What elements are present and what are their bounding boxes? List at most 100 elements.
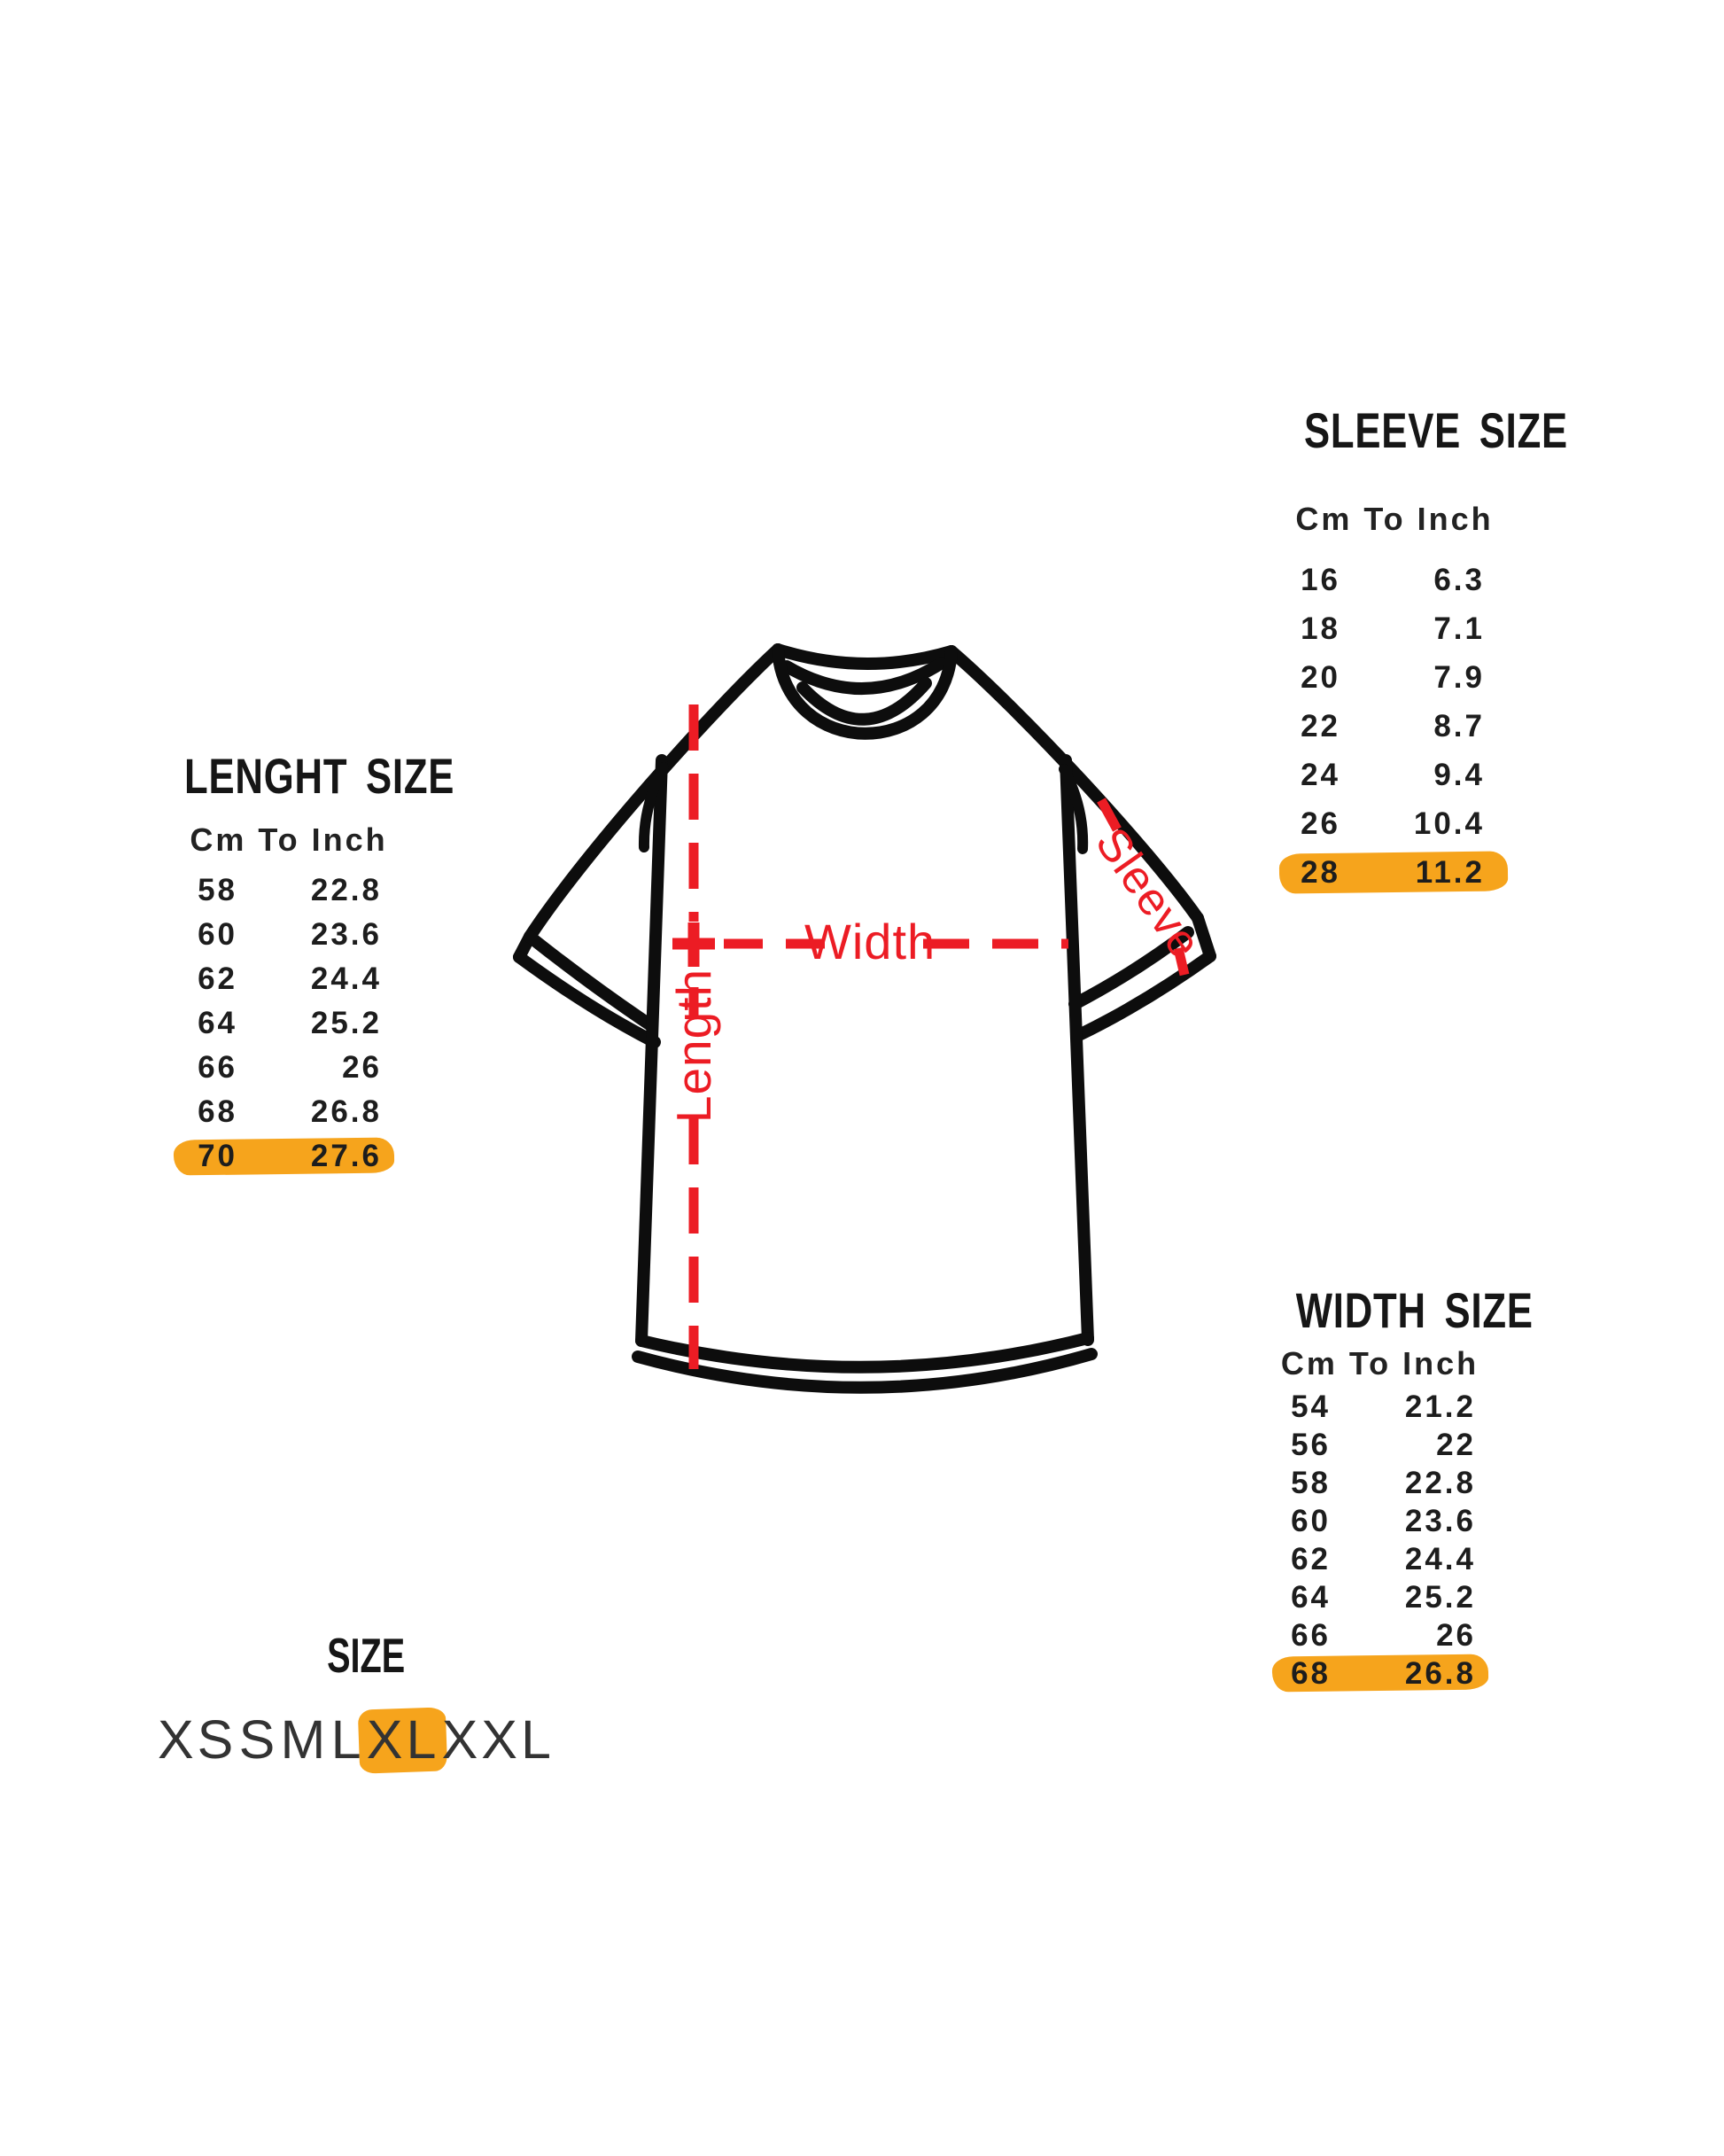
inch-value: 22	[1436, 1427, 1476, 1462]
inch-value: 23.6	[1404, 1503, 1476, 1538]
width-measure-label: Width	[804, 914, 936, 969]
cm-value: 70	[198, 1139, 237, 1173]
tshirt-diagram	[513, 643, 1216, 1394]
table-row: 66 26	[1276, 1616, 1487, 1654]
inch-value: 11.2	[1415, 854, 1485, 890]
size-option-s: S	[238, 1708, 279, 1770]
table-row: 66 26	[177, 1046, 392, 1090]
length-size-rows: 58 22.8 60 23.6 62 24.4 64 25.2 66 26 68 26.8 70 27.6	[177, 868, 392, 1179]
hem-lower-line	[632, 1348, 1098, 1394]
width-size-title-text: WIDTH SIZE	[1295, 1282, 1534, 1338]
inch-value: 26	[342, 1050, 382, 1085]
hem-upper-line	[635, 1332, 1094, 1374]
table-row: 62 24.4	[177, 957, 392, 1001]
size-option-l: L	[330, 1708, 365, 1770]
inch-value: 23.6	[310, 917, 382, 952]
right-cuff-seam	[1068, 926, 1194, 1010]
width-size-table: WIDTH SIZE Cm To Inch 54 21.2 56 22 58 22.8 60…	[1262, 1283, 1533, 1726]
size-title-text: SIZE	[326, 1628, 406, 1683]
length-measure-label: Length	[666, 968, 721, 1124]
length-unit-header: Cm To Inch	[190, 821, 388, 858]
cm-value: 62	[198, 961, 237, 996]
cm-value: 58	[198, 873, 237, 907]
cm-value: 24	[1301, 757, 1340, 792]
cm-value: 58	[1291, 1465, 1331, 1500]
table-row: 20 7.9	[1283, 653, 1506, 702]
cm-value: 64	[1291, 1579, 1331, 1615]
width-size-rows: 54 21.2 56 22 58 22.8 60 23.6 62 24.4 64 25.2 66 26 68…	[1276, 1388, 1487, 1693]
table-row-highlighted: 70 27.6	[177, 1134, 392, 1179]
inch-value: 24.4	[1404, 1541, 1476, 1576]
inch-value: 10.4	[1413, 806, 1485, 841]
table-row: 64 25.2	[1276, 1578, 1487, 1616]
width-size-title: WIDTH SIZE	[1262, 1283, 1533, 1338]
tshirt-outline	[513, 643, 1216, 1394]
inch-value: 22.8	[1404, 1465, 1476, 1500]
table-row: 58 22.8	[177, 868, 392, 913]
length-size-title: LENGHT SIZE	[146, 749, 454, 804]
table-row-highlighted: 68 26.8	[1276, 1654, 1487, 1693]
cm-value: 54	[1291, 1389, 1331, 1424]
inch-value: 7.1	[1433, 611, 1485, 646]
cm-value: 60	[198, 917, 237, 952]
cm-value: 66	[198, 1050, 237, 1085]
size-option-xl-selected: XL	[366, 1708, 440, 1770]
cm-value: 56	[1291, 1427, 1331, 1462]
cm-value: 68	[1291, 1655, 1331, 1691]
table-row: 60 23.6	[1276, 1502, 1487, 1540]
cm-value: 68	[198, 1094, 237, 1129]
table-row: 58 22.8	[1276, 1464, 1487, 1502]
size-option-xs: XS	[158, 1708, 237, 1770]
table-row: 56 22	[1276, 1426, 1487, 1464]
inch-value: 27.6	[310, 1139, 382, 1173]
inch-value: 9.4	[1433, 757, 1485, 792]
cm-value: 64	[198, 1006, 237, 1040]
size-option-m: M	[280, 1708, 330, 1770]
table-row: 16 6.3	[1283, 556, 1506, 604]
sleeve-measure-line	[1097, 798, 1190, 977]
left-cuff-outer	[513, 951, 661, 1048]
inch-value: 26	[1436, 1617, 1476, 1653]
inch-value: 8.7	[1433, 708, 1485, 743]
length-size-table: LENGHT SIZE Cm To Inch 58 22.8 60 23.6 62 24.…	[146, 749, 454, 1201]
measure-cross-icon	[672, 922, 715, 967]
cm-value: 16	[1301, 562, 1340, 597]
table-row: 24 9.4	[1283, 751, 1506, 799]
body-left-edge	[635, 754, 668, 1347]
table-row: 64 25.2	[177, 1001, 392, 1046]
size-options: XS S M L XL XXL	[158, 1710, 555, 1769]
table-row: 26 10.4	[1283, 799, 1506, 848]
cm-value: 22	[1301, 708, 1340, 743]
inch-value: 6.3	[1433, 562, 1485, 597]
sleeve-unit-header: Cm To Inch	[1295, 501, 1494, 537]
right-cuff-outer	[1073, 950, 1216, 1041]
sleeve-size-title: SLEEVE SIZE	[1267, 403, 1567, 458]
sleeve-size-title-text: SLEEVE SIZE	[1304, 402, 1568, 458]
right-sleeve-top-edge	[945, 645, 1204, 924]
right-cuff-edge	[1192, 912, 1216, 962]
inch-value: 7.9	[1433, 659, 1485, 695]
cm-value: 60	[1291, 1503, 1331, 1538]
inch-value: 24.4	[310, 961, 382, 996]
size-title: SIZE	[233, 1627, 499, 1684]
inch-value: 26.8	[310, 1094, 382, 1129]
cm-value: 26	[1301, 806, 1340, 841]
length-size-title-text: LENGHT SIZE	[184, 748, 455, 804]
left-cuff-seam	[524, 930, 658, 1032]
table-row-highlighted: 28 11.2	[1283, 848, 1506, 897]
cm-value: 20	[1301, 659, 1340, 695]
inch-value: 22.8	[310, 873, 382, 907]
inch-value: 21.2	[1404, 1389, 1476, 1424]
cm-value: 62	[1291, 1541, 1331, 1576]
table-row: 22 8.7	[1283, 702, 1506, 751]
collar	[772, 643, 958, 740]
table-row: 54 21.2	[1276, 1388, 1487, 1426]
cm-value: 28	[1301, 854, 1340, 890]
inch-value: 25.2	[1404, 1579, 1476, 1615]
table-row: 62 24.4	[1276, 1540, 1487, 1578]
sleeve-size-table: SLEEVE SIZE Cm To Inch 16 6.3 18 7.1 20 7.9 22…	[1267, 403, 1567, 917]
body-right-edge	[1060, 754, 1094, 1346]
cm-value: 66	[1291, 1617, 1331, 1653]
size-option-xxl: XXL	[441, 1708, 555, 1770]
